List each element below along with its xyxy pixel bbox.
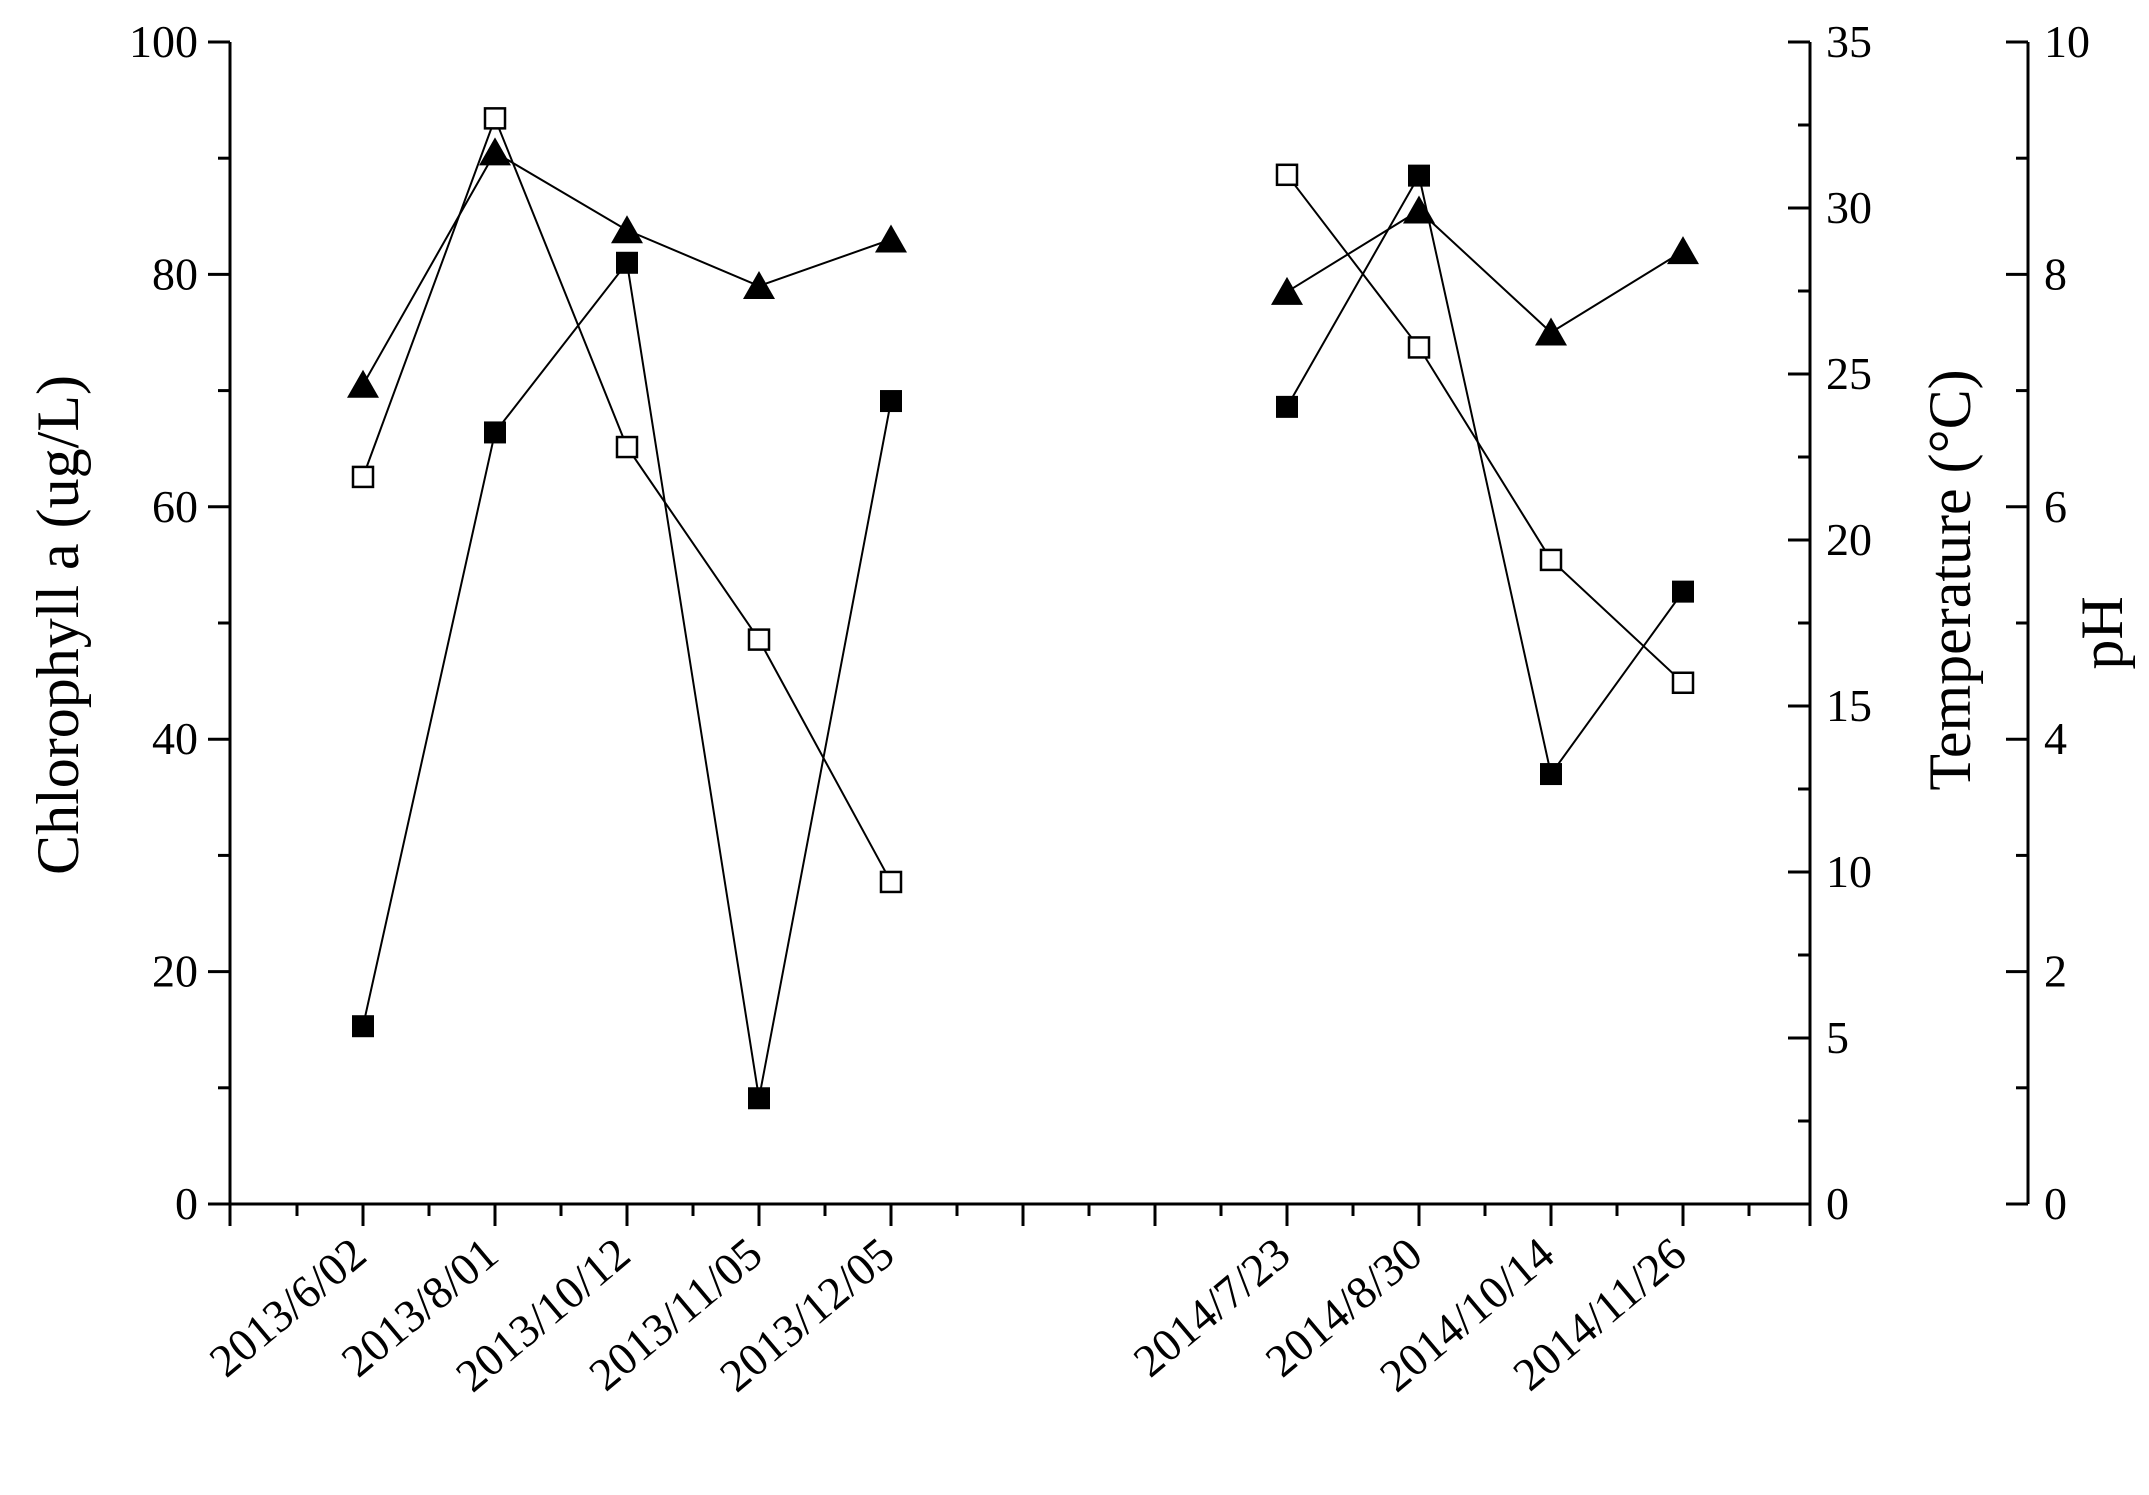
chlorophyll-a-point	[748, 1087, 770, 1110]
temperature-line	[1286, 174, 1684, 684]
chlorophyll-tick-label: 40	[152, 713, 198, 764]
ph-point	[875, 224, 907, 253]
ph-tick-label: 10	[2044, 16, 2090, 67]
temperature-tick-label: 35	[1826, 16, 1872, 67]
chlorophyll-a-point	[1276, 395, 1298, 418]
series-markers	[347, 107, 1699, 1110]
temperature-point	[483, 107, 507, 130]
temperature-point	[1539, 548, 1563, 572]
temperature-point	[351, 465, 375, 489]
ph-axis-title: pH	[2069, 596, 2135, 669]
chlorophyll-a-line	[362, 260, 892, 1099]
ph-line	[1286, 209, 1684, 334]
axes	[208, 40, 2030, 1226]
chlorophyll-a-point	[1672, 580, 1694, 603]
temperature-point	[879, 870, 903, 894]
chlorophyll-tick-label: 0	[175, 1178, 198, 1229]
chlorophyll-a-point	[484, 421, 506, 444]
temperature-point	[747, 628, 771, 651]
temperature-point	[1275, 163, 1299, 187]
temperature-axis-title: Temperature (°C)	[1917, 369, 1983, 790]
chlorophyll-a-point	[880, 390, 902, 413]
temperature-point	[615, 435, 639, 459]
ph-tick-label: 8	[2044, 248, 2067, 299]
temperature-tick-label: 20	[1826, 514, 1872, 565]
temperature-tick-label: 10	[1826, 846, 1872, 897]
chlorophyll-tick-label: 20	[152, 946, 198, 997]
ph-point	[1271, 276, 1303, 305]
temperature-tick-label: 30	[1826, 182, 1872, 233]
axis-labels: 0204060801000510152025303502468102013/6/…	[25, 16, 2135, 1401]
chlorophyll-axis-title: Chlorophyll a (ug/L)	[25, 375, 91, 875]
temperature-tick-label: 5	[1826, 1012, 1849, 1063]
ph-point	[611, 215, 643, 244]
chlorophyll-a-line	[1286, 172, 1684, 777]
ph-point	[347, 369, 379, 398]
ph-point	[1403, 195, 1435, 224]
chlorophyll-tick-label: 80	[152, 248, 198, 299]
ph-point	[743, 271, 775, 300]
series-lines	[362, 115, 1684, 1099]
chlorophyll-a-point	[1408, 164, 1430, 187]
ph-point	[479, 137, 511, 166]
ph-tick-label: 2	[2044, 946, 2067, 997]
ph-tick-label: 6	[2044, 481, 2067, 532]
chlorophyll-a-point	[1540, 763, 1562, 786]
chlorophyll-tick-label: 60	[152, 481, 198, 532]
temperature-point	[1671, 671, 1695, 695]
temperature-point	[1407, 336, 1431, 359]
chlorophyll-tick-label: 100	[129, 16, 198, 67]
temperature-tick-label: 15	[1826, 680, 1872, 731]
temperature-tick-label: 25	[1826, 348, 1872, 399]
ph-tick-label: 4	[2044, 713, 2067, 764]
ph-tick-label: 0	[2044, 1178, 2067, 1229]
ph-point	[1667, 236, 1699, 265]
chlorophyll-a-point	[352, 1015, 374, 1038]
ph-point	[1535, 317, 1567, 346]
chlorophyll-a-point	[616, 251, 638, 274]
temperature-tick-label: 0	[1826, 1178, 1849, 1229]
